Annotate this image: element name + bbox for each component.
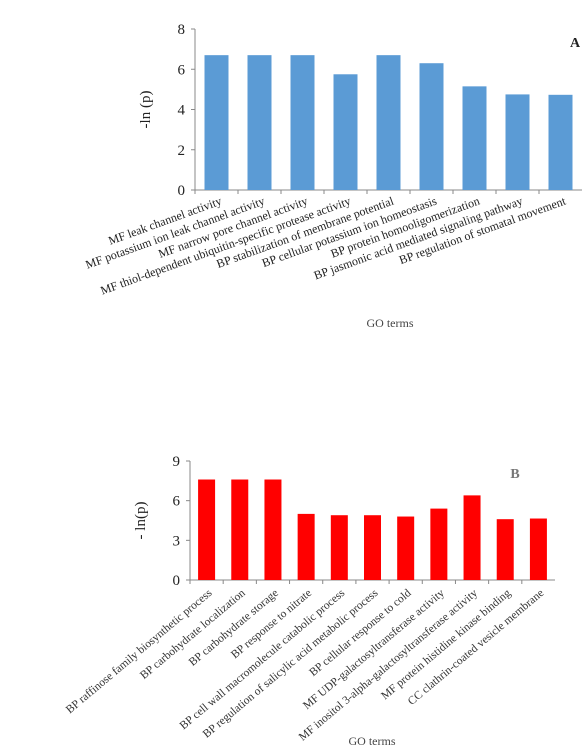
panel-label: B bbox=[510, 467, 519, 482]
bar bbox=[462, 86, 487, 190]
y-axis-label: -ln (p) bbox=[138, 91, 154, 129]
bar bbox=[548, 94, 573, 190]
bar bbox=[430, 508, 448, 580]
bar bbox=[297, 513, 315, 580]
x-tick-label: BP raffinose family biosynthetic process bbox=[64, 587, 215, 716]
y-tick-label: 4 bbox=[178, 103, 186, 119]
y-tick-label: 2 bbox=[178, 143, 186, 159]
panel-label: A bbox=[570, 36, 581, 51]
bar bbox=[264, 479, 282, 580]
bar bbox=[330, 515, 348, 580]
y-tick-label: 6 bbox=[178, 62, 186, 78]
bar bbox=[505, 94, 530, 190]
y-tick-label: 0 bbox=[173, 573, 181, 589]
bar bbox=[290, 55, 315, 190]
bar bbox=[204, 55, 229, 190]
y-tick-label: 6 bbox=[173, 494, 181, 510]
y-tick-label: 3 bbox=[173, 533, 181, 549]
x-axis-label: GO terms bbox=[367, 316, 414, 330]
y-axis-label: - ln(p) bbox=[133, 502, 149, 540]
bar bbox=[529, 518, 547, 580]
bar bbox=[397, 516, 415, 580]
y-tick-label: 9 bbox=[173, 454, 181, 470]
x-axis-label: GO terms bbox=[349, 734, 396, 748]
bar bbox=[333, 74, 358, 190]
bar bbox=[496, 519, 514, 580]
bar bbox=[419, 63, 444, 190]
bar bbox=[231, 479, 249, 580]
bar bbox=[247, 55, 272, 190]
bar bbox=[198, 479, 216, 580]
bar bbox=[364, 515, 381, 580]
bar bbox=[463, 495, 481, 580]
y-tick-label: 8 bbox=[178, 22, 186, 38]
bar bbox=[376, 55, 401, 190]
y-tick-label: 0 bbox=[178, 183, 186, 199]
